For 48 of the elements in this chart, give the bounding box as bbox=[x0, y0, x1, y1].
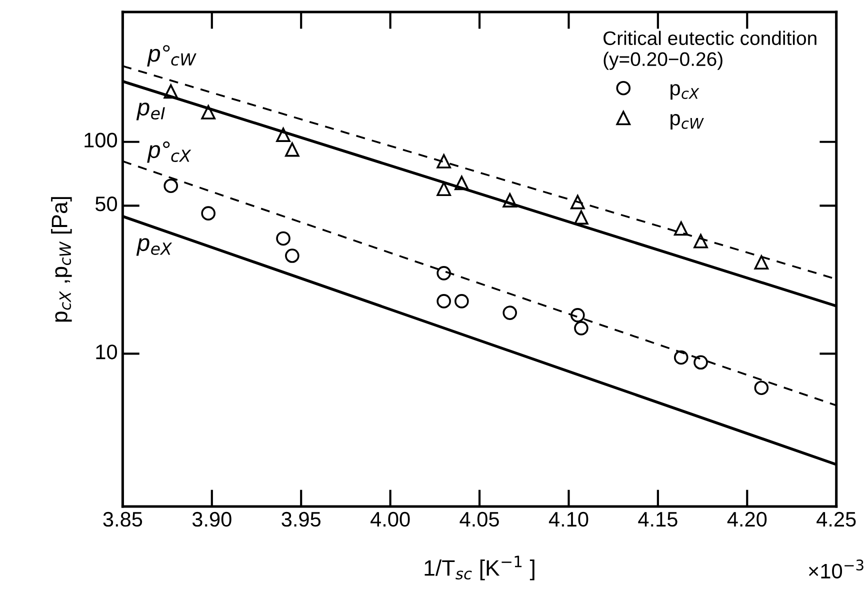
y-tick-label: 100 bbox=[84, 132, 118, 148]
x-axis-title: 1/T$_{sc}$ [K$^{−1}$ ] bbox=[424, 556, 534, 580]
point bbox=[164, 178, 178, 194]
x-tick-label: 3.85 bbox=[103, 512, 142, 527]
x-tick-label: 4.25 bbox=[816, 512, 856, 527]
point bbox=[454, 294, 469, 308]
point bbox=[694, 355, 708, 370]
point bbox=[574, 321, 588, 336]
text: ×10$^{−3}$ bbox=[808, 560, 864, 579]
point bbox=[436, 294, 451, 308]
point bbox=[285, 248, 300, 263]
point bbox=[754, 380, 769, 396]
x-tick-label: 4.05 bbox=[460, 512, 499, 527]
point bbox=[694, 234, 708, 248]
point bbox=[436, 266, 451, 280]
point bbox=[502, 306, 518, 320]
x-tick-label: 3.95 bbox=[282, 512, 321, 527]
point bbox=[164, 84, 178, 99]
point bbox=[570, 194, 585, 210]
point bbox=[674, 221, 688, 236]
x-tick-label: 4.10 bbox=[548, 512, 588, 527]
annotation: p$_{eI}$ bbox=[136, 102, 165, 120]
x-tick-label: 4.20 bbox=[727, 512, 767, 527]
point bbox=[285, 142, 300, 157]
annotation: p°$_{cW}$ bbox=[147, 45, 196, 66]
legend-label: p$_{cW}$ bbox=[670, 114, 704, 130]
x-tick-label: 3.90 bbox=[192, 512, 232, 527]
annotation: p°$_{cX}$ bbox=[147, 141, 192, 163]
point bbox=[201, 206, 216, 220]
y-tick-label: 50 bbox=[95, 196, 118, 212]
point bbox=[502, 193, 518, 208]
point bbox=[754, 255, 769, 270]
x-tick-label: 4.00 bbox=[370, 512, 410, 527]
point bbox=[436, 154, 451, 168]
y-tick-label: 10 bbox=[96, 344, 118, 360]
annotation: p$_{eX}$ bbox=[136, 238, 172, 256]
point bbox=[674, 350, 688, 365]
y-axis-title: p$_{cX}$ ,p$_{cW}$ [Pa] bbox=[51, 197, 72, 322]
point bbox=[454, 176, 469, 190]
x-tick-label: 4.15 bbox=[638, 512, 678, 527]
legend-label: p$_{cX}$ bbox=[670, 84, 700, 100]
point bbox=[276, 128, 290, 142]
point bbox=[201, 105, 216, 120]
point bbox=[276, 231, 290, 246]
point bbox=[570, 308, 585, 322]
legend-title: Critical eutectic condition (y=0.20−0.26) bbox=[604, 30, 816, 70]
point bbox=[436, 182, 451, 196]
point bbox=[574, 210, 588, 225]
